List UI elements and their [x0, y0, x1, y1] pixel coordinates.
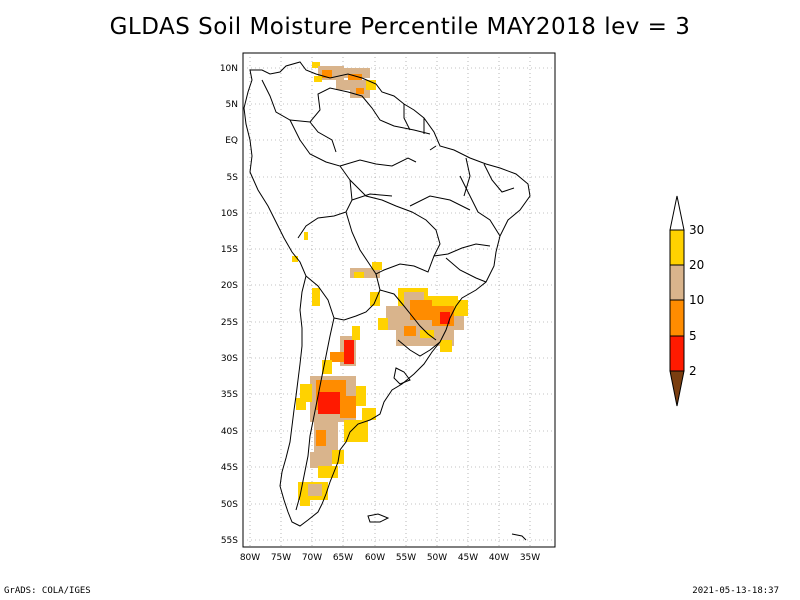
- lat-label: 35S: [221, 390, 238, 400]
- legend-label: 10: [689, 293, 704, 307]
- lat-label: 45S: [221, 463, 238, 473]
- lat-label: 20S: [221, 281, 238, 291]
- legend-label: 20: [689, 258, 704, 272]
- lat-label: 5S: [227, 173, 239, 183]
- lon-label: 80W: [240, 553, 260, 563]
- lon-label: 50W: [427, 553, 447, 563]
- lon-label: 60W: [365, 553, 385, 563]
- lat-label: 55S: [221, 536, 238, 546]
- lat-label: 15S: [221, 245, 238, 255]
- lon-label: 40W: [489, 553, 509, 563]
- map-grid: [243, 53, 555, 547]
- lat-label: EQ: [225, 136, 238, 146]
- lat-label: 5N: [226, 100, 238, 110]
- longitude-labels: 80W 75W 70W 65W 60W 55W 50W 45W 40W 35W: [240, 553, 540, 563]
- lat-label: 10N: [220, 64, 238, 74]
- legend-label: 30: [689, 223, 704, 237]
- legend-label: 5: [689, 329, 697, 343]
- grads-credit: GrADS: COLA/IGES: [4, 586, 91, 596]
- lon-label: 70W: [302, 553, 322, 563]
- lon-label: 55W: [396, 553, 416, 563]
- lon-label: 65W: [333, 553, 353, 563]
- map-title: GLDAS Soil Moisture Percentile MAY2018 l…: [109, 14, 691, 40]
- color-bar-legend: 30 20 10 5 2: [669, 195, 704, 407]
- lon-label: 75W: [271, 553, 291, 563]
- lat-label: 25S: [221, 318, 238, 328]
- legend-5-10: [669, 299, 685, 337]
- legend-above-30: [669, 195, 685, 231]
- legend-below-2: [669, 370, 685, 407]
- percentile-shading: [292, 62, 468, 506]
- timestamp: 2021-05-13-18:37: [692, 586, 779, 596]
- latitude-labels: 10N 5N EQ 5S 10S 15S 20S 25S 30S 35S 40S…: [220, 64, 238, 546]
- map-frame: [242, 52, 556, 548]
- legend-20-30: [669, 229, 685, 266]
- lat-label: 30S: [221, 354, 238, 364]
- legend-2-5: [669, 335, 685, 372]
- lon-label: 35W: [520, 553, 540, 563]
- lat-label: 10S: [221, 209, 238, 219]
- continent-outline: [243, 61, 531, 541]
- legend-label: 2: [689, 364, 697, 378]
- legend-10-20: [669, 264, 685, 301]
- lon-label: 45W: [458, 553, 478, 563]
- lat-label: 50S: [221, 500, 238, 510]
- lat-label: 40S: [221, 427, 238, 437]
